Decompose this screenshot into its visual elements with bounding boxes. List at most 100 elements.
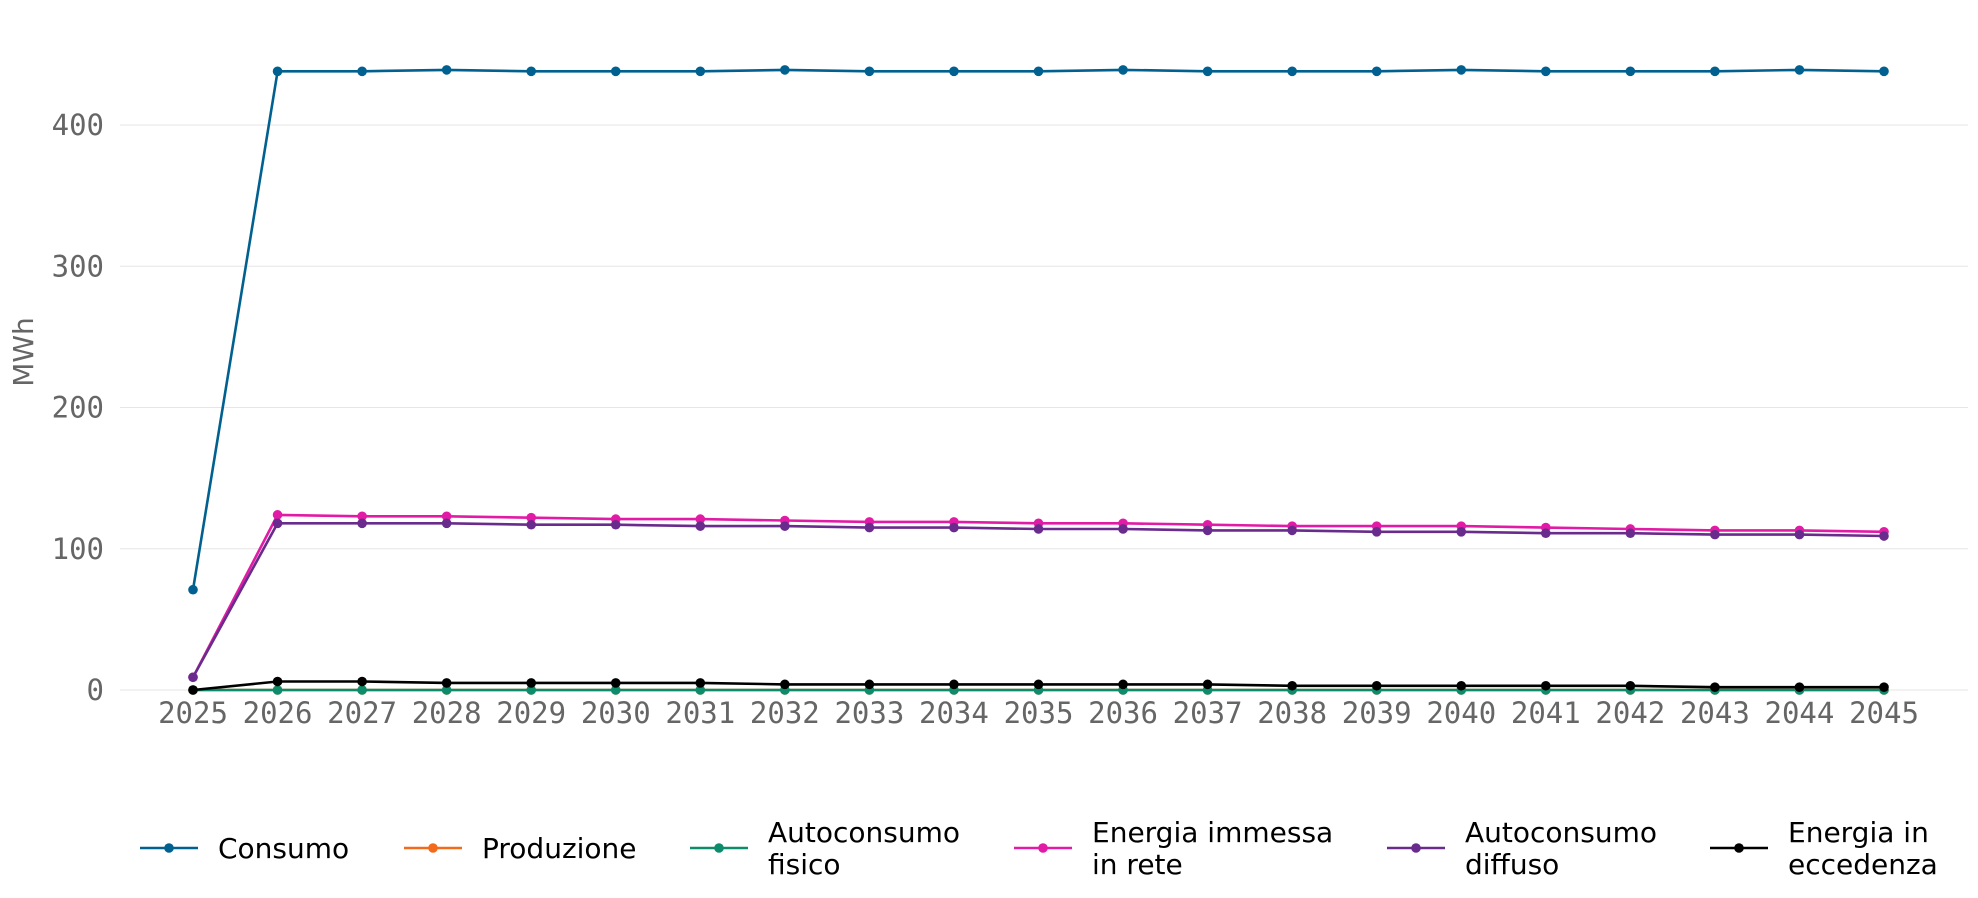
grid-lines bbox=[120, 124, 1968, 691]
data-point bbox=[949, 66, 959, 77]
data-point bbox=[864, 522, 875, 533]
data-point bbox=[1202, 679, 1213, 690]
x-tick-label: 2036 bbox=[1088, 696, 1158, 730]
data-point bbox=[1879, 682, 1889, 692]
x-tick-label: 2027 bbox=[327, 696, 397, 730]
data-point bbox=[1287, 525, 1297, 536]
data-point bbox=[1625, 66, 1636, 77]
data-point bbox=[1794, 529, 1805, 540]
data-point bbox=[272, 518, 283, 529]
data-point bbox=[188, 685, 198, 695]
data-point bbox=[1625, 528, 1636, 539]
x-tick-label: 2030 bbox=[581, 696, 651, 730]
x-tick-label: 2040 bbox=[1426, 696, 1496, 730]
data-point bbox=[1287, 66, 1297, 77]
legend-marker bbox=[164, 843, 174, 853]
x-axis-ticks: 2025 2026 2027 2028 2029 2030 2031 2032 2033 2034… bbox=[158, 696, 1919, 730]
data-point bbox=[526, 512, 536, 523]
data-point bbox=[1371, 66, 1382, 77]
legend: Consumo Produzione AutoconsumofisicoEnergi… bbox=[140, 816, 1938, 881]
data-point bbox=[610, 519, 621, 530]
data-point bbox=[357, 511, 367, 522]
data-point bbox=[1118, 679, 1128, 690]
data-point bbox=[780, 679, 790, 690]
data-point bbox=[526, 519, 536, 530]
data-point bbox=[188, 584, 198, 595]
data-point bbox=[1710, 682, 1720, 692]
legend-marker bbox=[1411, 843, 1421, 853]
data-point bbox=[610, 678, 621, 688]
data-point bbox=[864, 66, 875, 77]
legend-item: Produzione bbox=[404, 832, 637, 865]
data-point bbox=[1118, 65, 1128, 75]
legend-label: Produzione bbox=[482, 832, 637, 865]
data-point bbox=[1033, 66, 1044, 77]
data-point bbox=[695, 685, 706, 695]
x-tick-label: 2033 bbox=[834, 696, 904, 730]
data-point bbox=[610, 66, 621, 77]
data-point bbox=[1456, 680, 1467, 691]
legend-label: Energia in bbox=[1788, 816, 1929, 849]
data-point bbox=[1371, 527, 1382, 537]
data-point bbox=[1033, 679, 1044, 690]
x-tick-label: 2041 bbox=[1511, 696, 1581, 730]
data-point bbox=[695, 66, 706, 77]
data-point bbox=[1456, 527, 1467, 537]
legend-marker bbox=[714, 843, 724, 853]
y-axis-label: MWh bbox=[7, 317, 40, 387]
y-axis-ticks: 0 100 200 300 400 bbox=[52, 108, 104, 707]
data-point bbox=[272, 676, 283, 687]
data-point bbox=[1541, 680, 1551, 691]
data-point bbox=[1541, 66, 1551, 77]
series-group bbox=[188, 65, 1889, 695]
data-point bbox=[1541, 528, 1551, 539]
data-point bbox=[1371, 680, 1382, 691]
x-tick-label: 2026 bbox=[243, 696, 313, 730]
data-point bbox=[864, 679, 875, 690]
x-tick-label: 2043 bbox=[1680, 696, 1750, 730]
series-line bbox=[191, 513, 1885, 678]
data-point bbox=[357, 676, 367, 687]
data-point bbox=[441, 65, 452, 75]
data-point bbox=[272, 510, 283, 520]
data-point bbox=[695, 678, 706, 688]
x-tick-label: 2038 bbox=[1257, 696, 1327, 730]
x-tick-label: 2039 bbox=[1342, 696, 1412, 730]
series-line bbox=[191, 521, 1885, 678]
data-point bbox=[1879, 531, 1889, 541]
data-point bbox=[1033, 524, 1044, 534]
data-point bbox=[949, 522, 959, 533]
y-tick-label: 100 bbox=[52, 532, 104, 566]
series-5 bbox=[188, 676, 1889, 695]
x-tick-label: 2028 bbox=[412, 696, 482, 730]
x-tick-label: 2025 bbox=[158, 696, 228, 730]
data-point bbox=[1456, 65, 1467, 75]
x-tick-label: 2035 bbox=[1004, 696, 1074, 730]
legend-label: in rete bbox=[1092, 848, 1183, 881]
data-point bbox=[526, 685, 536, 695]
data-point bbox=[695, 514, 706, 524]
legend-label: diffuso bbox=[1465, 848, 1559, 881]
data-point bbox=[610, 685, 621, 695]
y-tick-label: 300 bbox=[52, 249, 104, 283]
legend-label: Autoconsumo bbox=[1465, 816, 1657, 849]
data-point bbox=[1287, 680, 1297, 691]
data-point bbox=[780, 65, 790, 75]
data-point bbox=[1202, 66, 1213, 77]
data-point bbox=[441, 678, 452, 688]
data-point bbox=[526, 678, 536, 688]
data-point bbox=[695, 521, 706, 531]
data-point bbox=[441, 511, 452, 522]
legend-marker bbox=[1734, 843, 1744, 853]
x-tick-label: 2029 bbox=[496, 696, 566, 730]
data-point bbox=[1202, 525, 1213, 536]
series-4 bbox=[188, 518, 1889, 683]
data-point bbox=[441, 685, 452, 695]
legend-marker bbox=[1038, 843, 1048, 853]
legend-label: Energia immessa bbox=[1092, 816, 1333, 849]
data-point bbox=[1794, 65, 1805, 75]
data-point bbox=[188, 672, 198, 683]
